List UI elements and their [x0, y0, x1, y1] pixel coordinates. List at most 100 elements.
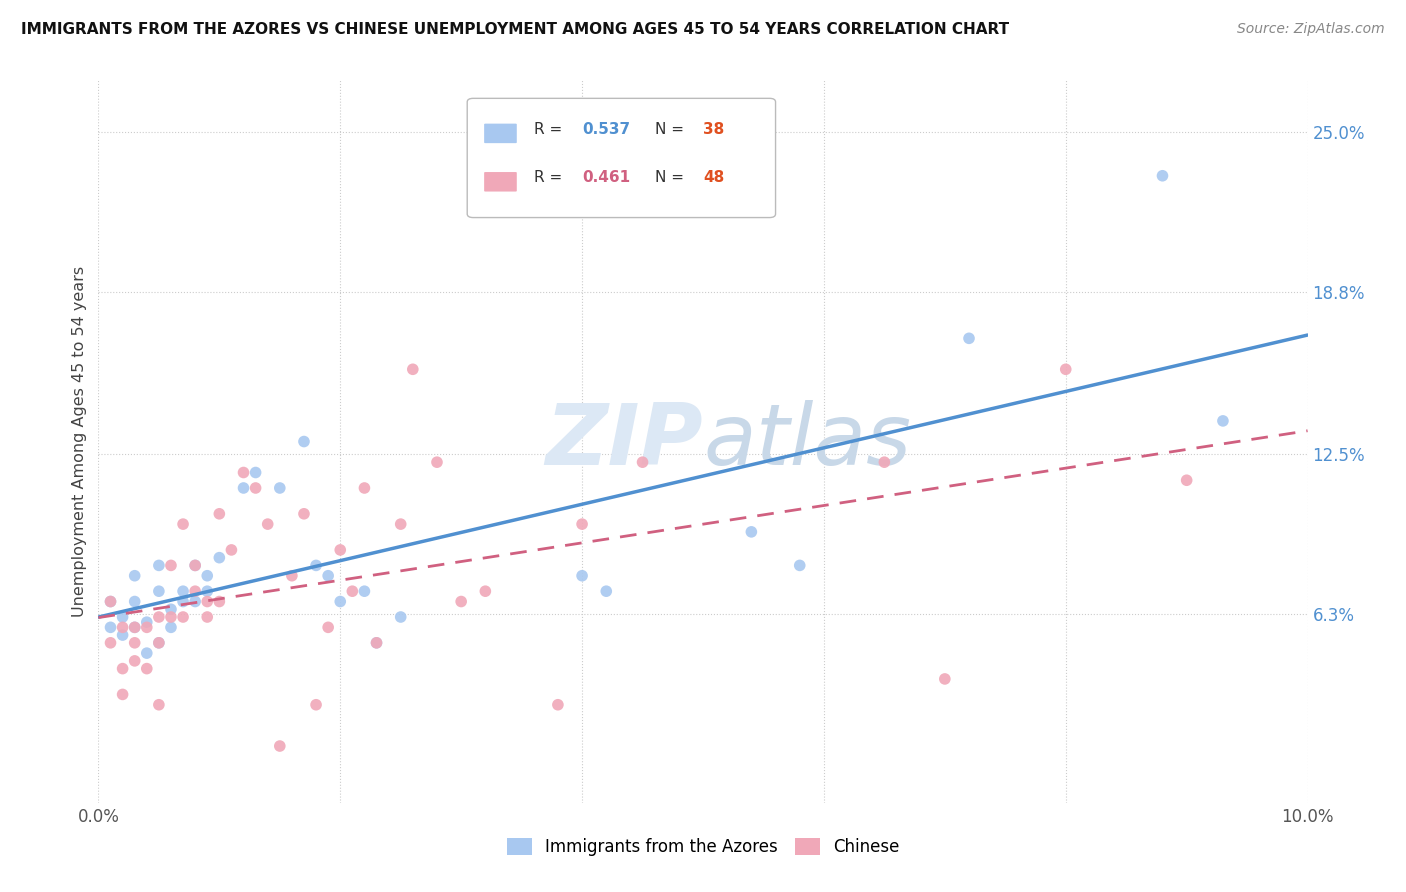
Point: [208, 594, 231, 608]
Point: [426, 455, 449, 469]
Point: [172, 610, 194, 624]
Point: [172, 517, 194, 532]
Point: [148, 698, 170, 712]
Point: [789, 558, 811, 573]
Point: [148, 558, 170, 573]
Point: [353, 481, 375, 495]
Point: [172, 594, 194, 608]
Point: [547, 698, 569, 712]
Point: [160, 602, 183, 616]
Point: [389, 517, 412, 532]
Point: [245, 481, 267, 495]
Point: [571, 568, 593, 582]
Point: [124, 594, 146, 608]
Point: [184, 558, 207, 573]
Point: [195, 584, 218, 599]
Point: [221, 542, 243, 557]
Point: [124, 620, 146, 634]
Point: [148, 584, 170, 599]
Point: [160, 620, 183, 634]
Point: [281, 568, 304, 582]
Point: [245, 466, 267, 480]
Point: [124, 654, 146, 668]
Point: [100, 594, 122, 608]
Text: 0.537: 0.537: [582, 122, 630, 136]
Point: [1054, 362, 1077, 376]
Point: [571, 517, 593, 532]
Text: 0.461: 0.461: [582, 170, 630, 186]
Point: [160, 558, 183, 573]
Point: [100, 594, 122, 608]
Point: [305, 698, 328, 712]
Point: [195, 594, 218, 608]
Point: [208, 507, 231, 521]
Point: [148, 636, 170, 650]
Point: [1212, 414, 1234, 428]
FancyBboxPatch shape: [484, 124, 517, 143]
Point: [256, 517, 278, 532]
Point: [474, 584, 496, 599]
Point: [160, 610, 183, 624]
Point: [316, 620, 339, 634]
Point: [269, 739, 291, 753]
Point: [740, 524, 762, 539]
Point: [184, 558, 207, 573]
Text: 48: 48: [703, 170, 724, 186]
Point: [135, 615, 157, 630]
Point: [232, 466, 254, 480]
Point: [111, 628, 134, 642]
Point: [353, 584, 375, 599]
Point: [342, 584, 364, 599]
Point: [450, 594, 472, 608]
Point: [135, 620, 157, 634]
Text: atlas: atlas: [703, 400, 911, 483]
Point: [1175, 473, 1198, 487]
Point: [172, 584, 194, 599]
Point: [100, 636, 122, 650]
Point: [208, 550, 231, 565]
Point: [366, 636, 388, 650]
Point: [957, 331, 980, 345]
Point: [934, 672, 956, 686]
Point: [329, 542, 352, 557]
Legend: Immigrants from the Azores, Chinese: Immigrants from the Azores, Chinese: [501, 831, 905, 863]
Point: [111, 610, 134, 624]
Point: [100, 620, 122, 634]
Point: [292, 434, 315, 449]
Text: IMMIGRANTS FROM THE AZORES VS CHINESE UNEMPLOYMENT AMONG AGES 45 TO 54 YEARS COR: IMMIGRANTS FROM THE AZORES VS CHINESE UN…: [21, 22, 1010, 37]
Y-axis label: Unemployment Among Ages 45 to 54 years: Unemployment Among Ages 45 to 54 years: [72, 266, 87, 617]
Point: [135, 662, 157, 676]
Point: [124, 568, 146, 582]
Point: [232, 481, 254, 495]
Point: [195, 568, 218, 582]
Point: [111, 687, 134, 701]
Point: [316, 568, 339, 582]
Point: [1152, 169, 1174, 183]
Text: N =: N =: [655, 122, 689, 136]
Point: [111, 662, 134, 676]
Point: [111, 620, 134, 634]
Text: R =: R =: [534, 122, 567, 136]
Point: [292, 507, 315, 521]
Point: [329, 594, 352, 608]
Point: [595, 584, 617, 599]
Point: [148, 610, 170, 624]
Text: N =: N =: [655, 170, 689, 186]
Point: [184, 594, 207, 608]
Point: [269, 481, 291, 495]
Point: [135, 646, 157, 660]
Point: [631, 455, 654, 469]
Point: [873, 455, 896, 469]
FancyBboxPatch shape: [467, 98, 776, 218]
FancyBboxPatch shape: [484, 172, 517, 192]
Point: [366, 636, 388, 650]
Point: [184, 584, 207, 599]
Text: Source: ZipAtlas.com: Source: ZipAtlas.com: [1237, 22, 1385, 37]
Point: [305, 558, 328, 573]
Point: [148, 636, 170, 650]
Text: 38: 38: [703, 122, 724, 136]
Point: [402, 362, 425, 376]
Text: ZIP: ZIP: [546, 400, 703, 483]
Point: [195, 610, 218, 624]
Point: [124, 620, 146, 634]
